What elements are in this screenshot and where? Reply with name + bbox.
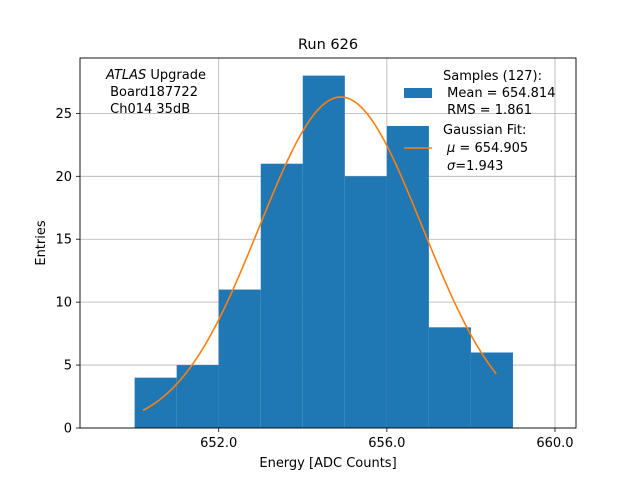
legend-samples-mean: Mean = 654.814 (443, 86, 555, 101)
y-tick-label: 10 (55, 296, 72, 311)
histogram-bar (302, 75, 345, 428)
x-tick-label: 660.0 (536, 436, 573, 451)
annotation-channel: Ch014 35dB (106, 102, 190, 117)
legend-mu-symbol: μ (446, 141, 455, 156)
histogram-bar (470, 352, 513, 428)
histogram-bar (428, 327, 471, 428)
annotation-upgrade: Upgrade (146, 68, 206, 83)
gaussian-fit-line (142, 96, 497, 412)
atlas-annotation: ATLAS Upgrade Board187722 Ch014 35dB (105, 68, 206, 117)
histogram-bar (344, 176, 387, 428)
y-tick-label: 20 (55, 170, 72, 185)
x-tick-label: 656.0 (368, 436, 405, 451)
legend-mu-value: = 654.905 (455, 141, 528, 156)
legend-fit-mu: μ = 654.905 (446, 141, 528, 156)
annotation-board: Board187722 (106, 85, 198, 100)
y-axis-label: Entries (34, 220, 49, 266)
y-tick-label: 5 (64, 359, 72, 374)
legend: Samples (127): Mean = 654.814 RMS = 1.86… (404, 69, 555, 174)
annotation-atlas-italic: ATLAS (105, 68, 146, 83)
legend-samples-rms: RMS = 1.861 (443, 103, 532, 118)
histogram-bars (134, 75, 513, 429)
histogram-bar (386, 125, 429, 429)
x-axis-ticks: 652.0 656.0 660.0 (200, 428, 574, 451)
x-tick-label: 652.0 (200, 436, 237, 451)
y-tick-label: 25 (55, 107, 72, 122)
plot-frame (79, 57, 577, 429)
annotation-line-1: ATLAS Upgrade (105, 68, 206, 83)
histogram-bar (260, 163, 303, 428)
legend-sigma-value: =1.943 (455, 159, 503, 174)
x-axis-label: Energy [ADC Counts] (259, 456, 396, 471)
y-tick-label: 15 (55, 233, 72, 248)
y-tick-label: 0 (64, 422, 72, 437)
legend-fit-sigma: σ=1.943 (447, 159, 503, 174)
chart-title: Run 626 (298, 37, 358, 53)
legend-sigma-symbol: σ (447, 159, 456, 174)
legend-samples-title: Samples (127): (443, 69, 542, 84)
histogram-bar (218, 289, 261, 428)
legend-samples-patch (404, 88, 432, 98)
legend-fit-title: Gaussian Fit: (443, 123, 526, 138)
y-axis-ticks: 0 5 10 15 20 25 (55, 107, 80, 437)
histogram-bar (176, 365, 219, 428)
